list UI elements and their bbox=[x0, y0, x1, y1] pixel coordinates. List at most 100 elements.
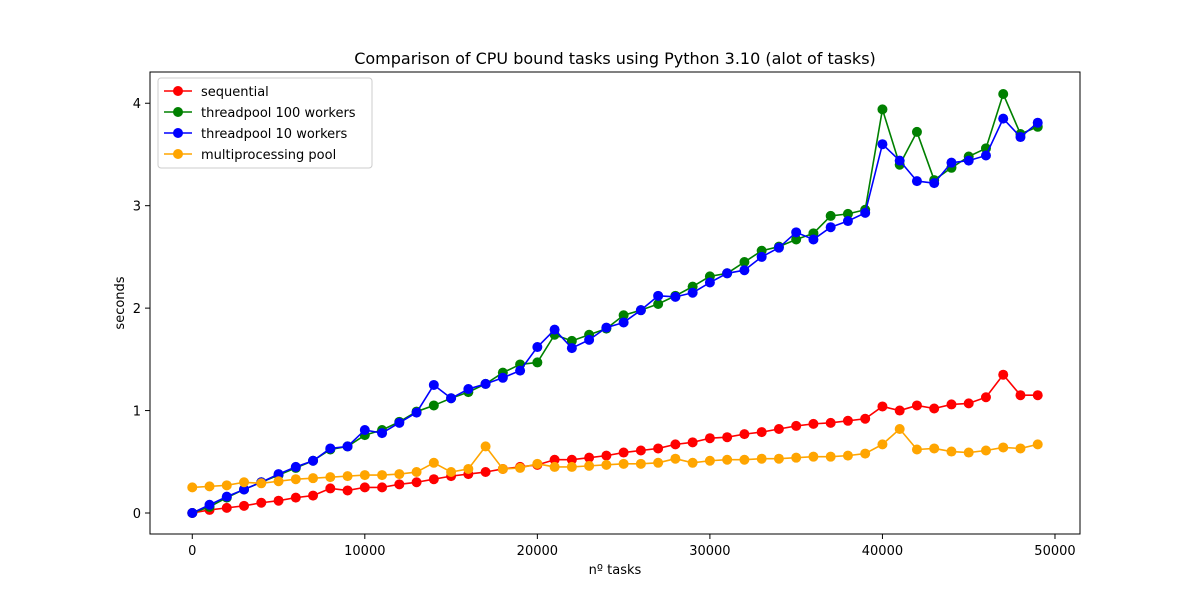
series-layer bbox=[187, 89, 1043, 518]
data-point bbox=[687, 437, 698, 448]
data-point bbox=[860, 448, 871, 459]
series-3 bbox=[187, 424, 1043, 493]
legend-swatch-marker bbox=[173, 107, 183, 117]
data-point bbox=[825, 451, 836, 462]
data-point bbox=[670, 453, 681, 464]
data-point bbox=[549, 461, 560, 472]
data-point bbox=[825, 417, 836, 428]
legend: sequential threadpool 100 workers threadpo… bbox=[157, 77, 373, 169]
data-point bbox=[394, 469, 405, 480]
data-point bbox=[446, 393, 457, 404]
data-point bbox=[773, 242, 784, 253]
data-point bbox=[515, 365, 526, 376]
data-point bbox=[1015, 390, 1026, 401]
data-point bbox=[394, 417, 405, 428]
data-point bbox=[998, 89, 1009, 100]
data-point bbox=[221, 502, 232, 513]
data-point bbox=[929, 443, 940, 454]
data-point bbox=[342, 441, 353, 452]
data-point bbox=[894, 405, 905, 416]
data-point bbox=[497, 463, 508, 474]
data-point bbox=[221, 480, 232, 491]
data-point bbox=[911, 444, 922, 455]
data-point bbox=[308, 473, 319, 484]
data-point bbox=[273, 476, 284, 487]
data-point bbox=[894, 424, 905, 434]
data-point bbox=[273, 469, 284, 480]
data-point bbox=[256, 478, 267, 489]
data-point bbox=[653, 290, 664, 301]
data-point bbox=[963, 447, 974, 458]
data-point bbox=[618, 317, 629, 328]
data-point bbox=[377, 482, 388, 493]
legend-label: sequential bbox=[201, 85, 269, 100]
data-point bbox=[808, 418, 819, 429]
data-point bbox=[687, 287, 698, 298]
data-point bbox=[911, 176, 922, 187]
data-point bbox=[825, 222, 836, 233]
axes-frame bbox=[149, 71, 1081, 535]
data-point bbox=[618, 458, 629, 469]
data-point bbox=[428, 457, 439, 468]
y-tick-label: 3 bbox=[133, 200, 141, 215]
data-point bbox=[756, 453, 767, 464]
data-point bbox=[1032, 117, 1043, 128]
data-point bbox=[359, 482, 370, 493]
y-axis: 0 1 2 3 4 bbox=[133, 97, 150, 522]
data-point bbox=[342, 485, 353, 496]
data-point bbox=[773, 453, 784, 464]
data-point bbox=[635, 445, 646, 456]
data-point bbox=[428, 400, 439, 411]
data-point bbox=[653, 457, 664, 468]
data-point bbox=[842, 415, 853, 426]
data-point bbox=[842, 216, 853, 227]
data-point bbox=[601, 322, 612, 333]
data-point bbox=[618, 447, 629, 458]
data-point bbox=[204, 481, 215, 492]
data-point bbox=[411, 477, 422, 488]
data-point bbox=[204, 499, 215, 510]
data-point bbox=[446, 467, 457, 478]
data-point bbox=[756, 251, 767, 262]
data-point bbox=[359, 470, 370, 481]
x-axis-label: nº tasks bbox=[589, 563, 642, 578]
data-point bbox=[722, 432, 733, 443]
data-point bbox=[532, 458, 543, 469]
data-point bbox=[808, 234, 819, 245]
data-point bbox=[791, 452, 802, 463]
legend-swatch-marker bbox=[173, 86, 183, 96]
data-point bbox=[739, 454, 750, 465]
data-point bbox=[653, 443, 664, 454]
data-point bbox=[998, 369, 1009, 380]
data-point bbox=[497, 372, 508, 383]
data-point bbox=[1015, 132, 1026, 143]
data-point bbox=[463, 463, 474, 474]
data-point bbox=[601, 459, 612, 470]
data-point bbox=[532, 357, 543, 368]
data-point bbox=[877, 104, 888, 115]
series-2 bbox=[187, 113, 1043, 518]
data-point bbox=[377, 470, 388, 481]
data-point bbox=[670, 439, 681, 450]
data-point bbox=[239, 500, 250, 511]
data-point bbox=[325, 443, 336, 454]
data-point bbox=[1015, 443, 1026, 454]
data-point bbox=[342, 471, 353, 482]
data-point bbox=[877, 439, 888, 450]
data-point bbox=[480, 467, 491, 478]
data-point bbox=[946, 446, 957, 457]
legend-swatch-marker bbox=[173, 128, 183, 138]
data-point bbox=[860, 413, 871, 424]
data-point bbox=[480, 441, 491, 452]
data-point bbox=[963, 155, 974, 166]
data-point bbox=[411, 407, 422, 418]
data-point bbox=[394, 479, 405, 490]
data-point bbox=[946, 399, 957, 410]
data-point bbox=[670, 291, 681, 302]
data-point bbox=[635, 458, 646, 469]
data-point bbox=[290, 492, 301, 503]
data-point bbox=[791, 234, 802, 245]
data-point bbox=[704, 455, 715, 466]
data-point bbox=[618, 310, 629, 321]
data-point bbox=[239, 484, 250, 495]
